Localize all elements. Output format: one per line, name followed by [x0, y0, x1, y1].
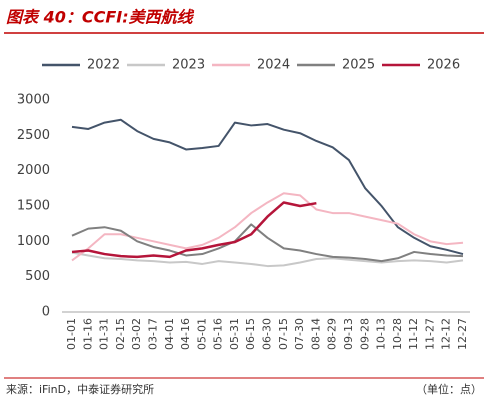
x-tick-label: 09-13 [342, 318, 355, 350]
series-line [71, 192, 464, 262]
x-tick-label: 08-14 [309, 318, 322, 350]
x-tick-label: 01-01 [65, 318, 78, 350]
y-tick-label: 1000 [17, 234, 50, 249]
legend-label: 2026 [427, 58, 460, 73]
legend-label: 2023 [172, 58, 205, 73]
y-tick-label: 2000 [17, 163, 50, 178]
x-tick-label: 12-27 [456, 318, 469, 350]
y-tick-label: 3000 [17, 93, 50, 108]
y-tick-label: 0 [42, 305, 50, 320]
y-tick-label: 500 [25, 269, 50, 284]
x-tick-label: 06-30 [261, 318, 274, 350]
source-note: 来源：iFinD，中泰证券研究所 [6, 382, 154, 396]
legend-label: 2022 [87, 58, 120, 73]
x-tick-label: 05-16 [212, 318, 225, 350]
x-tick-label: 03-17 [146, 318, 159, 350]
x-tick-label: 09-28 [358, 318, 371, 350]
x-tick-label: 11-12 [407, 318, 420, 350]
x-tick-label: 03-02 [130, 318, 143, 350]
series-line [71, 118, 464, 256]
x-tick-label: 04-16 [179, 318, 192, 350]
x-tick-label: 08-29 [326, 318, 339, 350]
x-tick-label: 11-27 [423, 318, 436, 350]
x-tick-label: 06-15 [244, 318, 257, 350]
x-tick-label: 05-01 [195, 318, 208, 350]
y-tick-label: 1500 [17, 199, 50, 214]
y-tick-label: 2500 [17, 128, 50, 143]
x-tick-label: 02-15 [114, 318, 127, 350]
unit-note: （单位：点） [416, 382, 482, 396]
chart-title: 图表 40：CCFI:美西航线 [6, 8, 195, 27]
x-tick-label: 05-31 [228, 318, 241, 350]
x-tick-label: 01-31 [98, 318, 111, 350]
x-tick-label: 10-28 [391, 318, 404, 350]
legend-label: 2025 [342, 58, 375, 73]
x-tick-label: 01-16 [81, 318, 94, 350]
x-tick-label: 04-01 [163, 318, 176, 350]
legend-label: 2024 [257, 58, 290, 73]
x-tick-label: 07-30 [293, 318, 306, 350]
x-tick-label: 12-12 [440, 318, 453, 350]
series-line [71, 201, 317, 259]
series-line [71, 223, 464, 263]
x-tick-label: 10-13 [375, 318, 388, 350]
series-line [71, 251, 464, 268]
x-tick-label: 07-15 [277, 318, 290, 350]
